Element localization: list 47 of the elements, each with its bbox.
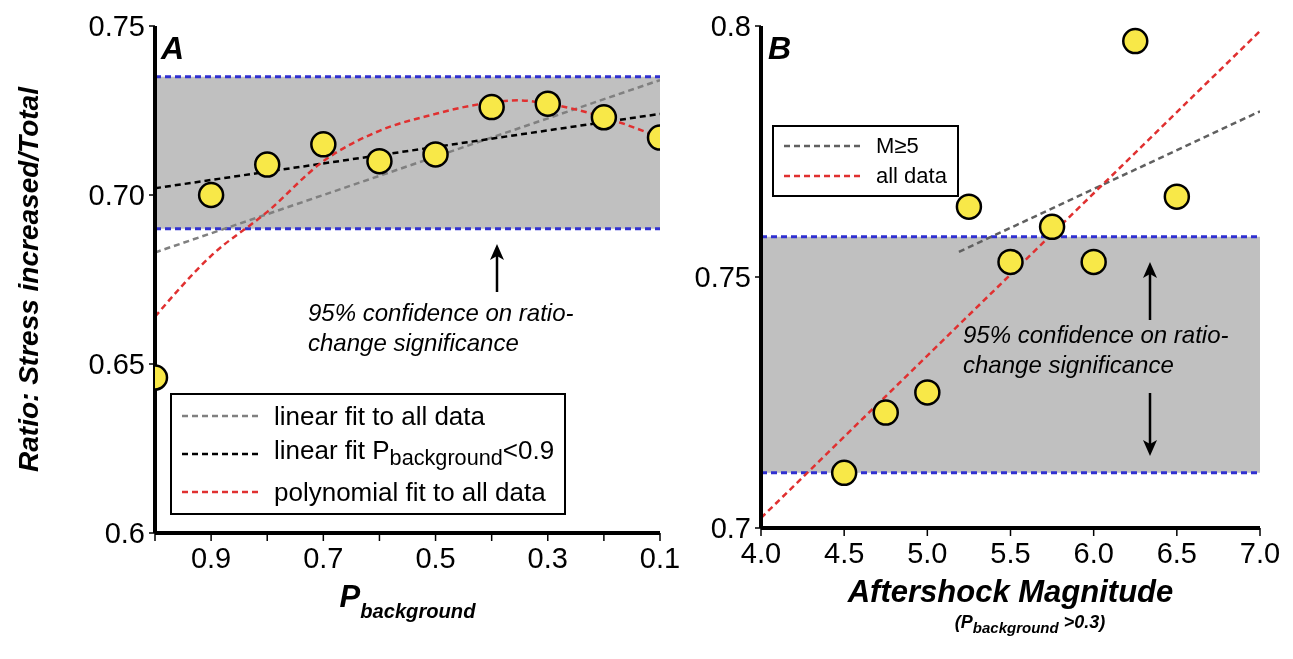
annotation: 95% confidence on ratio-change significance [963,320,1230,380]
x-tick-label: 4.5 [824,536,865,569]
legend-label: all data [876,162,947,190]
x-axis-title: Aftershock Magnitude [846,574,1174,609]
legend-label: linear fit P$_{background}$<0.9 [274,433,555,472]
point [253,151,281,178]
point [310,131,337,158]
x-tick-label: 6.0 [1073,536,1114,569]
x-tick-label: 5.5 [990,536,1031,569]
point [955,193,983,220]
x-tick-label: 0.7 [303,541,344,574]
point [1080,248,1107,276]
legend-label: polynomial fit to all data [274,476,546,509]
point [197,181,225,209]
point [1038,213,1066,241]
y-tick-label: 0.6 [104,517,145,550]
text: (P$_{background}$ >0.3) [953,611,1107,638]
point [534,90,562,117]
y-tick-label: 0.8 [710,10,751,43]
point [997,248,1024,276]
point [1122,27,1149,55]
annotation: A [161,29,185,68]
y-axis-title: Ratio: Stress increased/Total [13,85,44,472]
x-tick-label: 5.0 [907,536,948,569]
annotation: 95% confidence on ratio-change significance [308,298,575,358]
y-tick-label: 0.75 [694,261,751,294]
y-tick-label: 0.65 [88,348,145,381]
x-tick-label: 0.9 [190,541,232,574]
legend-label: M≥5 [876,132,919,160]
x-tick-label: 6.5 [1156,536,1197,569]
y-tick-label: 0.70 [88,179,145,212]
legend-label: linear fit to all data [274,399,486,433]
x-axis-title: P$_{background}$ [339,579,477,622]
point [366,147,393,175]
point [914,379,941,406]
annotation: B [768,29,792,68]
point [590,104,618,131]
x-tick-label: 0.5 [415,541,456,574]
y-tick-label: 0.75 [88,10,145,43]
x-tick-label: 0.1 [639,541,681,574]
x-tick-label: 7.0 [1239,536,1281,569]
point [830,459,858,487]
point [872,399,899,426]
x-tick-label: 0.3 [527,541,568,574]
point [422,141,449,168]
point [478,93,505,121]
point [1163,183,1191,210]
